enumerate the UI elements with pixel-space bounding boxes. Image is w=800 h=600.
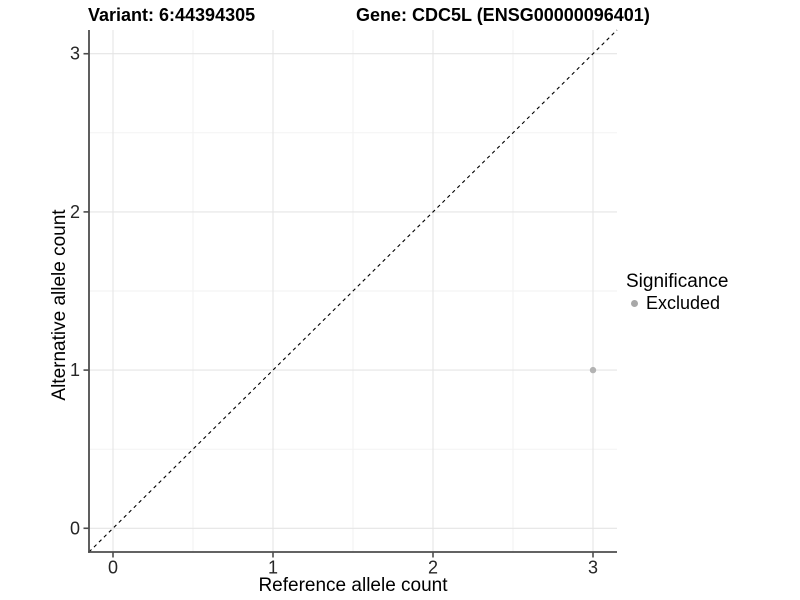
x-axis-title: Reference allele count (258, 575, 448, 596)
legend-item-excluded: Excluded (626, 293, 728, 314)
plot-title-variant: Variant: 6:44394305 (88, 5, 256, 25)
y-axis-title: Alternative allele count (49, 209, 70, 401)
y-tick-label: 2 (70, 202, 80, 222)
x-tick-label: 0 (108, 557, 118, 577)
x-tick-label: 3 (588, 557, 598, 577)
plot-title-gene: Gene: CDC5L (ENSG00000096401) (356, 5, 650, 25)
x-tick-label: 2 (428, 557, 438, 577)
y-tick-label: 0 (70, 518, 80, 538)
legend-item-label: Excluded (646, 293, 721, 313)
legend: Significance Excluded (626, 270, 728, 314)
y-tick-label: 1 (70, 360, 80, 380)
y-tick-label: 3 (70, 44, 80, 64)
legend-point-icon (631, 300, 638, 307)
legend-title: Significance (626, 271, 729, 292)
identity-reference-line (88, 29, 618, 553)
x-tick-label: 1 (268, 557, 278, 577)
data-point (589, 366, 597, 374)
